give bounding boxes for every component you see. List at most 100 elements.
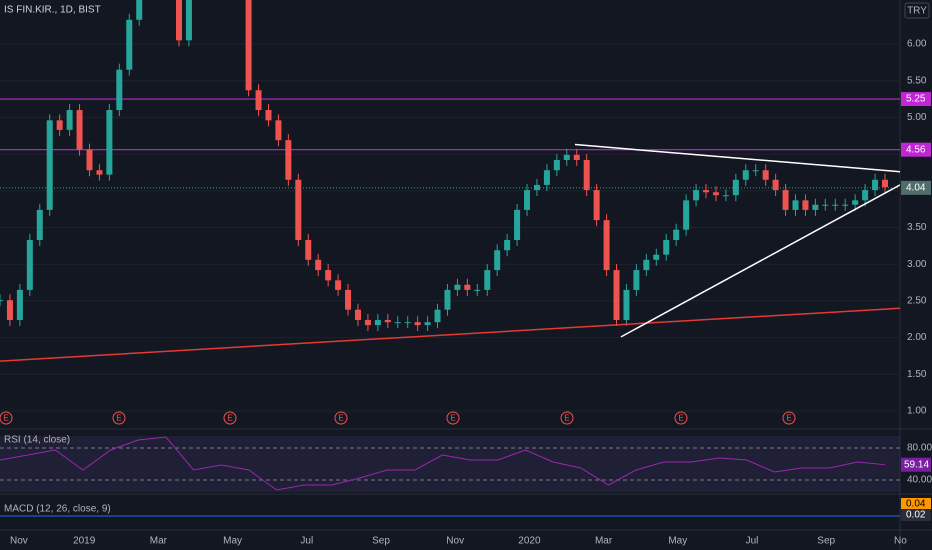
candle — [0, 300, 3, 302]
candle — [464, 284, 471, 290]
candle — [106, 110, 113, 175]
candle — [56, 120, 63, 130]
rsi-band — [0, 436, 900, 492]
candle — [643, 259, 650, 271]
earnings-label: E — [227, 414, 232, 423]
candle — [414, 322, 421, 326]
candle — [285, 140, 292, 180]
currency-button[interactable] — [904, 2, 930, 19]
time-tick-label: Mar — [595, 536, 613, 547]
price-tick-label: 2.00 — [907, 332, 927, 343]
earnings-marker — [560, 411, 574, 425]
macd-tag-label: 0.02 — [906, 510, 926, 521]
candle — [603, 220, 610, 271]
candle — [802, 200, 809, 210]
candle — [683, 200, 690, 230]
rsi-line — [0, 436, 886, 491]
candle — [653, 254, 660, 260]
rsi-tag — [901, 457, 931, 472]
candle — [424, 322, 431, 326]
earnings-label: E — [338, 414, 343, 423]
candle — [116, 69, 123, 111]
candle — [315, 259, 322, 271]
candle — [255, 90, 262, 111]
candle — [76, 110, 83, 150]
earnings-label: E — [786, 414, 791, 423]
candle — [185, 0, 192, 41]
candle — [86, 149, 93, 171]
earnings-marker — [112, 411, 126, 425]
time-tick-label: May — [223, 536, 242, 547]
symbol-title: IS FIN.KIR., 1D, BIST — [4, 5, 101, 16]
currency-label[interactable]: TRY — [907, 6, 927, 17]
candle — [136, 0, 143, 20]
candle — [345, 289, 352, 310]
candle — [812, 204, 819, 210]
candle — [882, 179, 888, 188]
price-tick-label: 6.00 — [907, 39, 927, 50]
earnings-marker — [782, 411, 796, 425]
rsi-tag-label: 59.14 — [904, 459, 929, 470]
earnings-label: E — [116, 414, 121, 423]
time-tick-label: Jul — [300, 536, 313, 547]
candle — [484, 270, 491, 290]
rsi-level-label: 40.00 — [907, 475, 932, 486]
earnings-marker — [674, 411, 688, 425]
candle — [742, 170, 749, 180]
candle — [295, 179, 302, 240]
candle — [832, 204, 839, 206]
time-tick-label: Nov — [446, 536, 464, 547]
candle — [524, 190, 531, 210]
level-tag — [901, 92, 931, 107]
candle — [325, 270, 332, 281]
candle — [573, 154, 580, 160]
candle — [46, 120, 53, 210]
earnings-label: E — [450, 414, 455, 423]
candle — [772, 179, 779, 191]
trendline — [620, 184, 900, 338]
candle — [782, 190, 789, 210]
candle — [673, 229, 680, 240]
price-tick-label: 3.00 — [907, 259, 927, 270]
candle — [613, 270, 620, 320]
macd-tag — [901, 498, 931, 510]
time-tick-label: May — [668, 536, 687, 547]
earnings-marker — [446, 411, 460, 425]
level-tag-label: 5.25 — [906, 94, 926, 105]
candle — [96, 170, 103, 175]
candle — [245, 0, 252, 91]
price-tick-label: 2.50 — [907, 296, 927, 307]
earnings-marker — [223, 411, 237, 425]
candle — [504, 239, 511, 251]
time-tick-label: 2020 — [518, 536, 541, 547]
trendline — [574, 143, 900, 173]
candle — [354, 309, 361, 320]
time-tick-label: No — [894, 536, 907, 547]
candle — [593, 190, 600, 221]
price-tick-label: 5.00 — [907, 112, 927, 123]
overlay: 1.001.502.002.503.003.504.004.505.005.50… — [0, 39, 932, 547]
candle — [583, 159, 590, 191]
time-tick-label: Sep — [372, 536, 390, 547]
candle — [36, 209, 43, 240]
time-tick-label: Jul — [746, 536, 759, 547]
candle — [762, 170, 769, 180]
price-tick-label: 1.00 — [907, 406, 927, 417]
price-tick-label: 3.50 — [907, 222, 927, 233]
time-tick-label: Mar — [150, 536, 168, 547]
candle — [126, 19, 133, 70]
candle — [374, 319, 381, 326]
earnings-label: E — [678, 414, 683, 423]
candle — [842, 204, 849, 206]
candle — [265, 110, 272, 121]
candle — [454, 284, 461, 290]
candle — [404, 322, 411, 324]
candle — [712, 192, 719, 196]
candle — [384, 319, 391, 323]
price-tick-label: 5.50 — [907, 75, 927, 86]
candle — [553, 159, 560, 171]
main-pane — [0, 0, 900, 412]
level-tag-label: 4.56 — [906, 144, 926, 155]
candle — [444, 289, 451, 310]
earnings-marker — [0, 411, 13, 425]
